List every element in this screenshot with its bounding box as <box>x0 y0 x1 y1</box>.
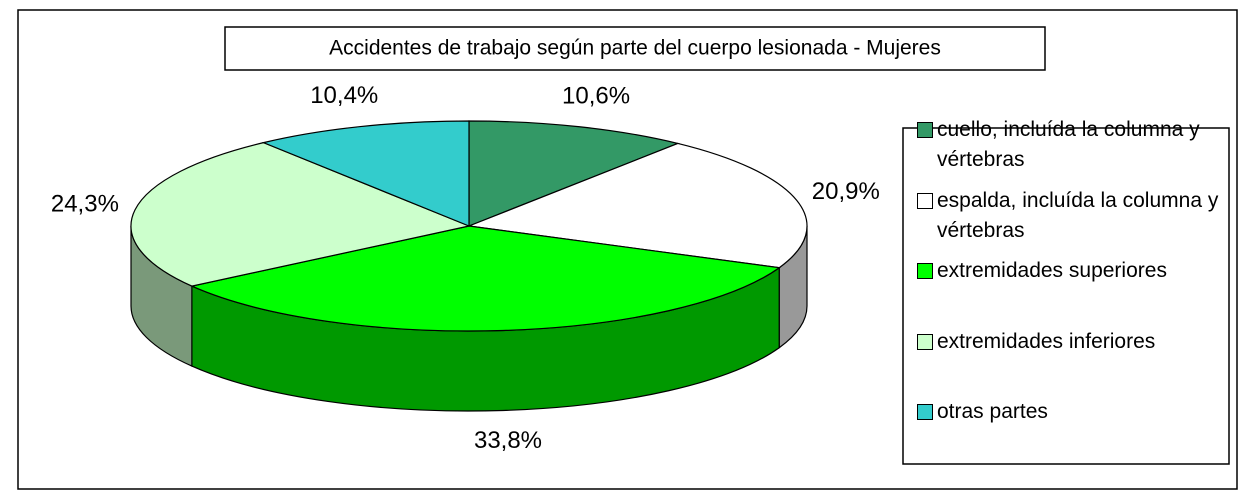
legend-swatch <box>917 404 933 420</box>
legend-entry: cuello, incluída la columna y vértebras <box>917 115 1227 175</box>
legend-entry: espalda, incluída la columna y vértebras <box>917 186 1227 246</box>
legend-label: cuello, incluída la columna y vértebras <box>937 118 1200 171</box>
pie-slice <box>261 120 470 227</box>
pie-slice <box>130 142 472 287</box>
legend-entry: extremidades superiores <box>917 256 1227 286</box>
data-label: 24,3% <box>51 190 119 217</box>
legend-swatch <box>917 263 933 279</box>
legend-label: espalda, incluída la columna y vértebras <box>937 188 1219 242</box>
pie-slice <box>189 225 781 332</box>
legend-box <box>902 127 1230 465</box>
data-label: 10,4% <box>310 82 378 109</box>
pie-slice <box>468 120 680 227</box>
pie-slice <box>466 142 808 269</box>
legend-label: otras partes <box>937 400 1048 423</box>
data-label: 33,8% <box>474 427 542 454</box>
data-label: 10,6% <box>562 82 630 109</box>
legend-swatch <box>917 333 933 350</box>
legend-swatch <box>917 122 933 138</box>
chart-title: Accidentes de trabajo según parte del cu… <box>329 37 941 60</box>
data-label: 20,9% <box>812 178 880 205</box>
title-box <box>224 26 1046 71</box>
pie-tops <box>130 120 808 332</box>
legend-label: extremidades superiores <box>937 259 1167 282</box>
legend-label: extremidades inferiores <box>937 329 1156 353</box>
legend-swatch <box>917 192 933 209</box>
legend-entry: extremidades inferiores <box>917 327 1227 357</box>
legend-entry: otras partes <box>917 397 1227 427</box>
